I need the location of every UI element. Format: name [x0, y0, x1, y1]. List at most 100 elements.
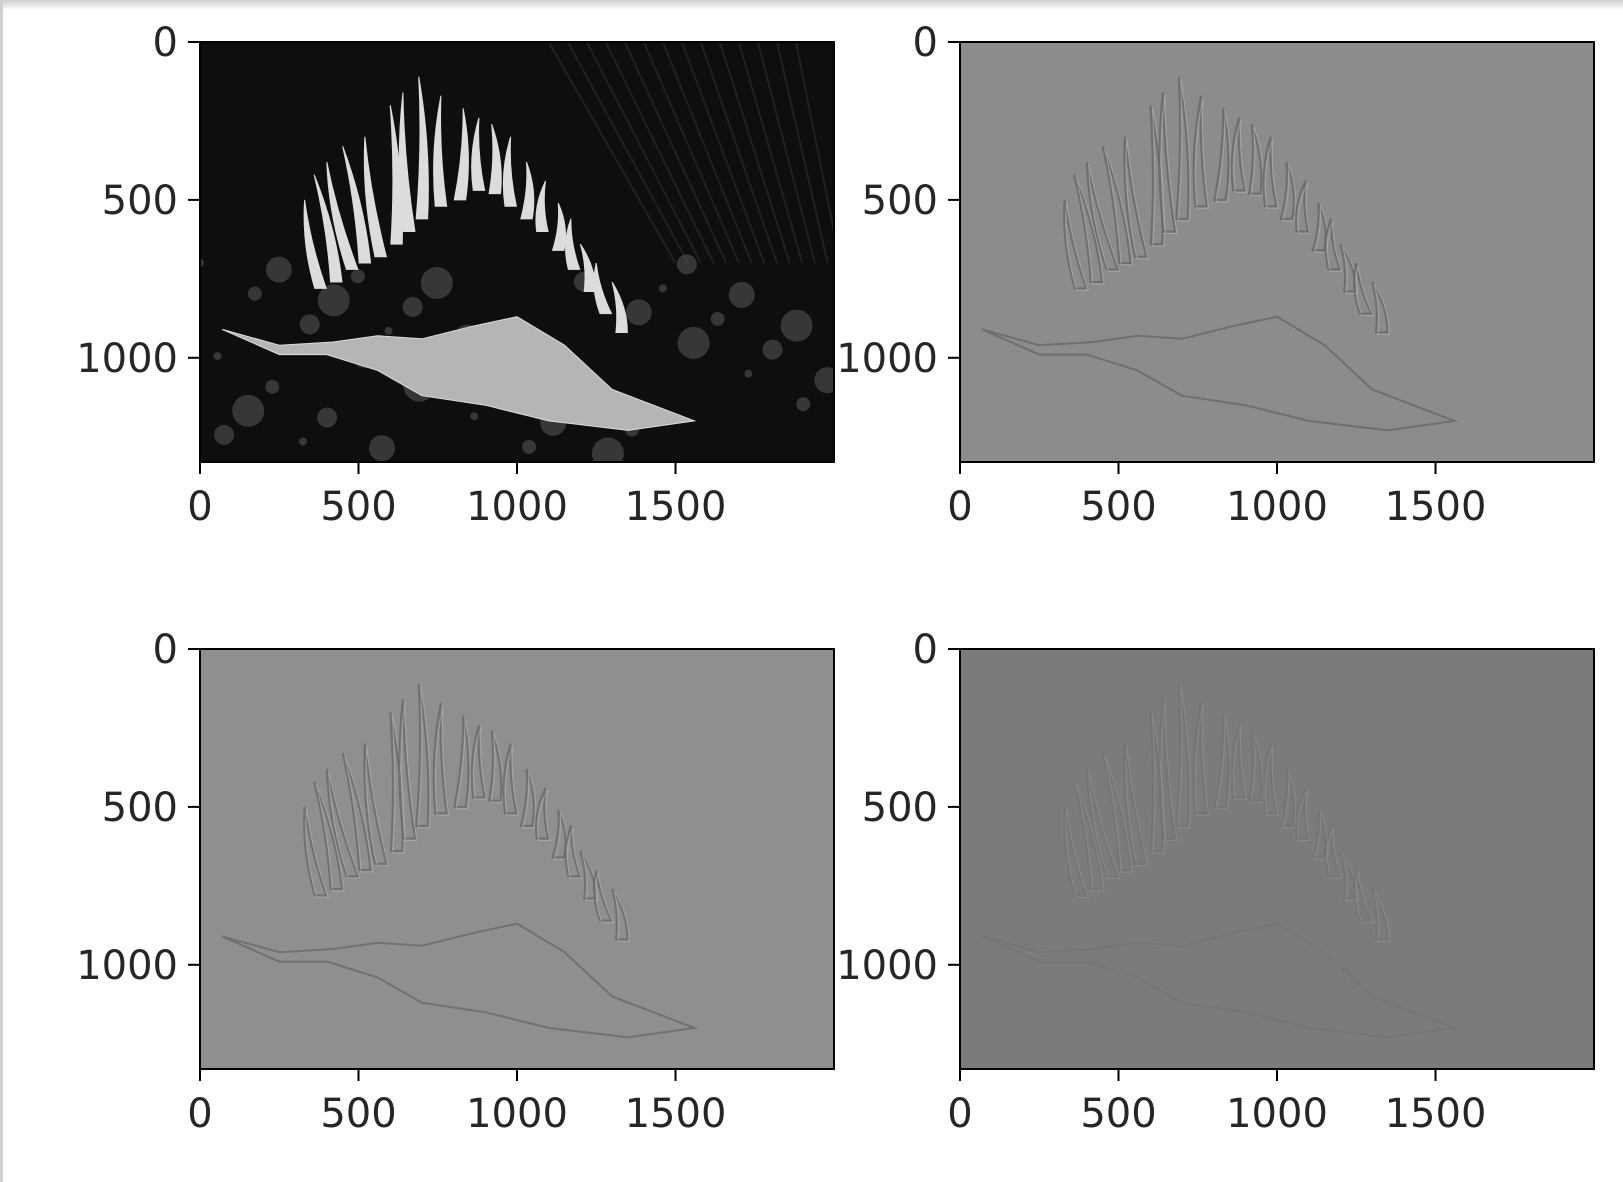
background-streak: [718, 42, 791, 264]
subject-ceras-highlight: [504, 745, 519, 816]
background-streak: [547, 42, 677, 264]
subject-ceras-highlight: [1355, 871, 1375, 924]
subject-ceras: [415, 76, 429, 220]
subject-body: [221, 316, 697, 431]
subject-ceras: [398, 699, 417, 840]
subject-ceras: [363, 136, 388, 258]
subject-ceras: [579, 850, 597, 900]
background-streak: [699, 42, 778, 264]
foreground-texture: [470, 412, 479, 421]
subject-ceras: [471, 117, 486, 191]
x-tick-label: 1500: [625, 484, 727, 530]
foreground-texture: [625, 299, 652, 326]
foreground-texture: [232, 394, 265, 427]
y-tick-label: 1000: [76, 943, 178, 989]
subject-ceras: [534, 787, 550, 840]
subject-ceras: [342, 146, 372, 264]
subject-ceras: [520, 161, 535, 220]
subject-ceras-highlight: [553, 811, 568, 860]
subject-ceras-highlight: [473, 726, 488, 800]
subject-ceras: [303, 806, 328, 897]
subject-ceras-highlight: [1264, 745, 1279, 816]
foreground-texture: [317, 407, 338, 428]
subject-body: [981, 922, 1459, 1039]
subject-ceras: [1149, 711, 1164, 853]
background-streak: [680, 42, 766, 264]
subject-ceras-highlight: [1313, 204, 1328, 253]
foreground-texture: [676, 254, 697, 275]
x-tick-label: 500: [320, 484, 396, 530]
subject-ceras-highlight: [1215, 717, 1231, 810]
subject-ceras: [519, 768, 535, 827]
subject-ceras: [1085, 161, 1120, 271]
subject-ceras: [398, 92, 416, 232]
background-streak: [661, 42, 753, 264]
x-tick-label: 1500: [1385, 484, 1487, 530]
subject-ceras-highlight: [1313, 811, 1328, 860]
subject-ceras-highlight: [1151, 714, 1165, 854]
subject-ceras-highlight: [595, 871, 615, 924]
subject-ceras-highlight: [1065, 201, 1089, 291]
y-tick-label: 1000: [836, 336, 938, 382]
background-streak: [585, 42, 702, 264]
subject-ceras: [363, 743, 388, 865]
x-tick-label: 1000: [466, 1091, 568, 1137]
foreground-texture: [744, 369, 753, 378]
subject-ceras: [415, 683, 430, 827]
background-streak: [775, 42, 829, 264]
y-tick-label: 0: [913, 20, 938, 66]
subject-ceras-highlight: [1215, 110, 1231, 203]
window-top-edge: [0, 0, 1623, 10]
subject-ceras: [565, 218, 581, 270]
image-top-right: [960, 42, 1594, 462]
subject-ceras-highlight: [1341, 245, 1359, 294]
y-tick-label: 500: [862, 785, 938, 831]
subject-ceras-highlight: [435, 704, 450, 816]
subject-ceras: [1101, 752, 1132, 872]
subject-ceras: [564, 825, 582, 878]
foreground-texture: [402, 296, 423, 317]
subject-ceras: [593, 262, 613, 315]
subject-ceras-highlight: [1125, 138, 1150, 260]
background-streak: [642, 42, 740, 264]
x-tick-label: 0: [947, 1091, 972, 1137]
subject-ceras-highlight: [1075, 176, 1105, 285]
x-tick-label: 500: [1080, 484, 1156, 530]
y-tick-label: 1000: [76, 336, 178, 382]
subject-ceras: [611, 888, 629, 941]
subject-ceras: [1101, 145, 1132, 265]
subplot-top-left: 0 500 1000 1500 0 500 1000: [76, 20, 835, 530]
subject-ceras-highlight: [1088, 770, 1121, 879]
subject-ceras-highlight: [1327, 220, 1343, 272]
subject-ceras: [1339, 850, 1357, 900]
image-bottom-right: [960, 649, 1594, 1069]
subject-ceras: [1324, 218, 1342, 271]
subject-ceras: [1294, 787, 1310, 840]
subject-ceras: [592, 869, 614, 922]
y-tick-label: 0: [153, 627, 178, 673]
foreground-texture: [522, 439, 537, 454]
foreground-texture: [299, 314, 320, 335]
x-tick-label: 0: [187, 1091, 212, 1137]
subject-ceras: [502, 743, 518, 815]
subject-ceras: [1175, 76, 1190, 220]
image-background: [200, 649, 834, 1069]
subject-ceras-highlight: [1233, 119, 1248, 193]
subject-ceras: [1213, 715, 1230, 808]
subject-ceras-highlight: [305, 808, 329, 898]
subject-ceras: [1247, 730, 1263, 802]
subject-ceras-highlight: [400, 701, 418, 841]
x-tick-label: 500: [1080, 1091, 1156, 1137]
subject-ceras: [313, 781, 344, 890]
window-left-edge: [0, 0, 3, 1182]
subject-ceras-highlight: [1104, 755, 1134, 873]
subject-ceras: [1230, 117, 1246, 192]
subject-ceras-highlight: [1125, 745, 1150, 867]
subject-ceras-highlight: [1195, 97, 1210, 209]
x-tick-label: 0: [187, 484, 212, 530]
image-background: [960, 42, 1594, 462]
subject-ceras: [326, 161, 359, 270]
subject-ceras: [488, 123, 502, 195]
subject-ceras-highlight: [1233, 726, 1248, 800]
